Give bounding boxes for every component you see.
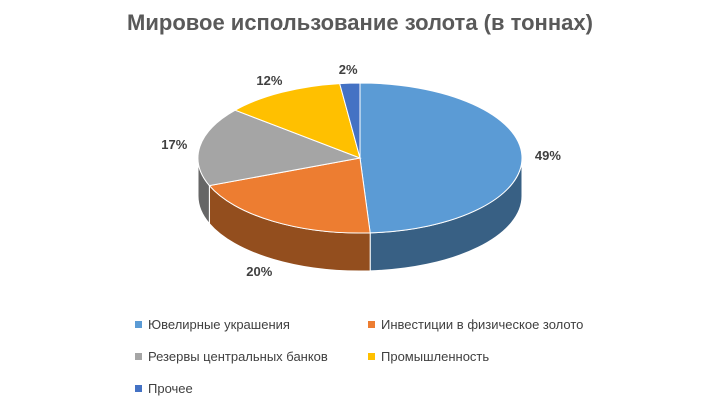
legend-item: Промышленность (368, 349, 489, 364)
legend-item: Прочее (135, 381, 193, 396)
legend-item: Инвестиции в физическое золото (368, 317, 583, 332)
legend-item: Ювелирные украшения (135, 317, 290, 332)
pie-sides (197, 157, 523, 272)
legend-swatch (135, 321, 142, 328)
data-label: 12% (256, 73, 282, 88)
legend-swatch (368, 353, 375, 360)
chart-title: Мировое использование золота (в тоннах) (127, 10, 593, 35)
pie-slice-2% (339, 82, 361, 159)
data-label: 20% (246, 264, 272, 279)
legend-label: Прочее (148, 381, 193, 396)
data-label: 2% (339, 62, 358, 77)
legend-label: Промышленность (381, 349, 490, 364)
legend-label: Резервы центральных банков (148, 349, 328, 364)
pie-labels: 49% 20% 17% 12% 2% (161, 62, 561, 279)
data-label: 17% (161, 137, 187, 152)
pie-slice-17% (197, 109, 362, 187)
legend-swatch (135, 353, 142, 360)
pie-slice-20% (208, 157, 371, 234)
data-label: 49% (535, 148, 561, 163)
legend-label: Ювелирные украшения (148, 317, 290, 332)
pie-slice-49% (359, 82, 523, 234)
pie-tops (197, 82, 523, 234)
legend-item: Резервы центральных банков (135, 349, 328, 364)
pie-slice-12% (234, 83, 361, 159)
legend-swatch (368, 321, 375, 328)
legend-label: Инвестиции в физическое золото (381, 317, 584, 332)
legend-swatch (135, 385, 142, 392)
